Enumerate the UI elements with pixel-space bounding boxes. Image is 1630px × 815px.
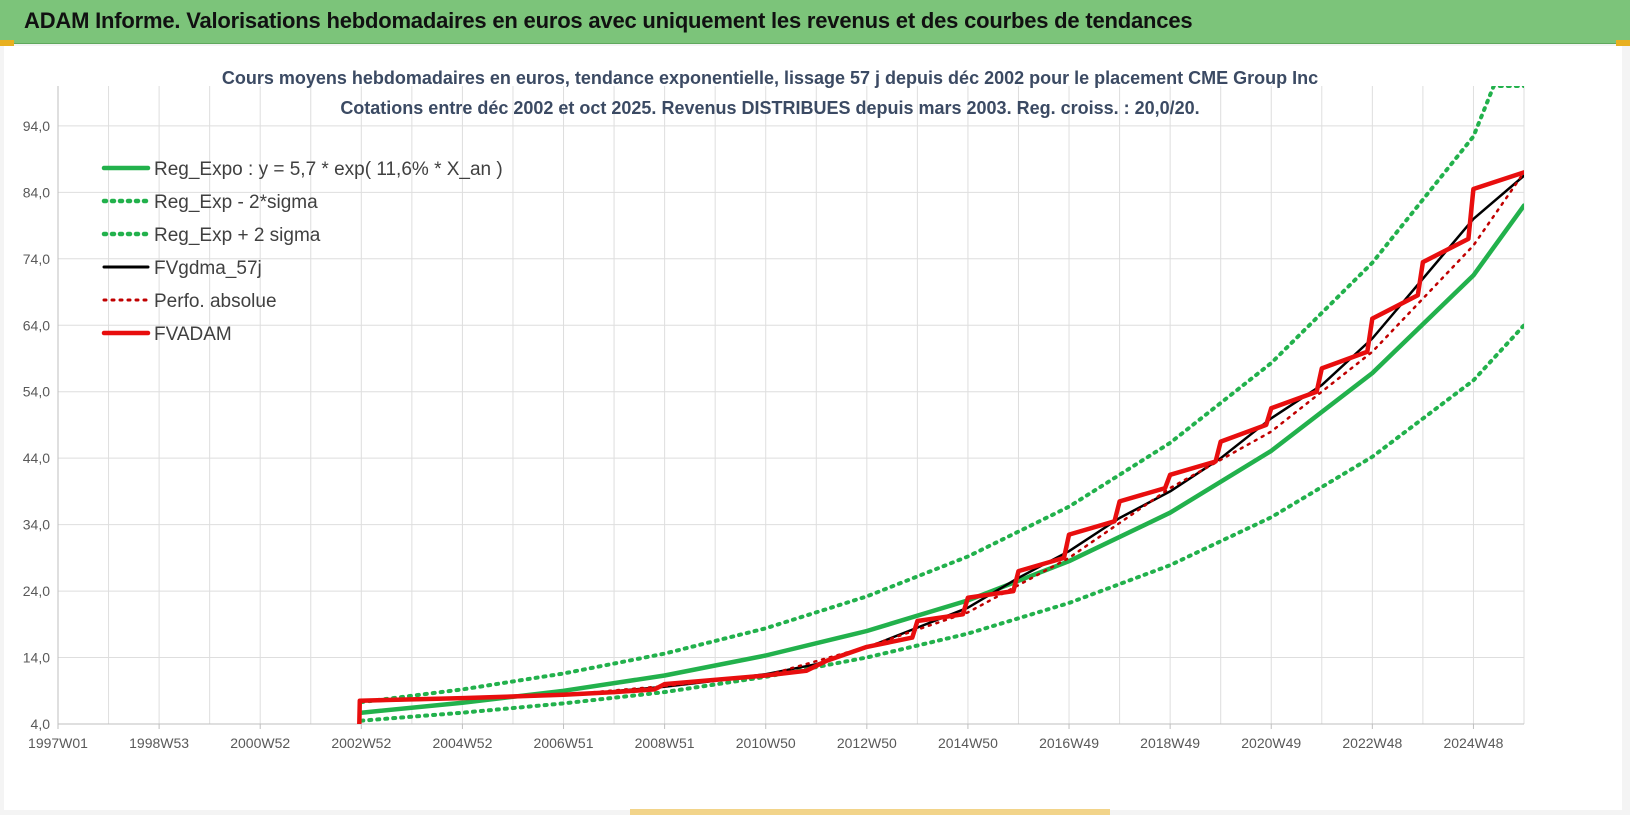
x-tick-label: 2010W50 bbox=[736, 735, 796, 751]
legend-label: Reg_Expo : y = 5,7 * exp( 11,6% * X_an ) bbox=[154, 159, 503, 180]
bottom-marker bbox=[630, 809, 1110, 815]
legend-label: Perfo. absolue bbox=[154, 291, 277, 312]
grid bbox=[57, 86, 1525, 725]
header-bar: ADAM Informe. Valorisations hebdomadaire… bbox=[0, 0, 1630, 44]
y-tick-label: 24,0 bbox=[23, 583, 50, 599]
legend-label: Reg_Exp + 2 sigma bbox=[154, 225, 321, 246]
series-line-0 bbox=[359, 203, 1524, 715]
x-tick-label: 2014W50 bbox=[938, 735, 998, 751]
y-tick-label: 14,0 bbox=[23, 650, 50, 666]
x-tick-label: 2006W51 bbox=[534, 735, 594, 751]
x-tick-label: 2016W49 bbox=[1039, 735, 1099, 751]
y-tick-label: 94,0 bbox=[23, 118, 50, 134]
y-tick-label: 84,0 bbox=[23, 184, 50, 200]
chart-title: Cours moyens hebdomadaires en euros, ten… bbox=[222, 68, 1318, 88]
legend: Reg_Expo : y = 5,7 * exp( 11,6% * X_an )… bbox=[101, 159, 503, 345]
chart-area: Cours moyens hebdomadaires en euros, ten… bbox=[4, 46, 1622, 810]
chart-svg: Cours moyens hebdomadaires en euros, ten… bbox=[23, 68, 1525, 751]
chart-subtitle: Cotations entre déc 2002 et oct 2025. Re… bbox=[340, 98, 1199, 118]
x-tick-label: 2022W48 bbox=[1342, 735, 1402, 751]
corner-mark-right bbox=[1616, 40, 1630, 46]
x-tick-label: 2020W49 bbox=[1241, 735, 1301, 751]
corner-mark-left bbox=[0, 40, 14, 46]
series-line-4 bbox=[360, 171, 1524, 702]
y-tick-label: 64,0 bbox=[23, 317, 50, 333]
x-tick-label: 2024W48 bbox=[1443, 735, 1503, 751]
legend-label: FVADAM bbox=[154, 324, 232, 345]
x-tick-label: 1997W01 bbox=[28, 735, 88, 751]
x-tick-label: 2018W49 bbox=[1140, 735, 1200, 751]
y-tick-label: 44,0 bbox=[23, 450, 50, 466]
x-tick-label: 1998W53 bbox=[129, 735, 189, 751]
x-tick-label: 2002W52 bbox=[331, 735, 391, 751]
y-tick-label: 74,0 bbox=[23, 251, 50, 267]
series-line-5 bbox=[357, 170, 1524, 724]
axes bbox=[57, 86, 1524, 729]
x-tick-label: 2004W52 bbox=[432, 735, 492, 751]
page-title: ADAM Informe. Valorisations hebdomadaire… bbox=[24, 8, 1193, 33]
y-tick-label: 4,0 bbox=[31, 716, 51, 732]
series-line-1 bbox=[359, 323, 1524, 723]
x-tick-label: 2012W50 bbox=[837, 735, 897, 751]
legend-label: Reg_Exp - 2*sigma bbox=[154, 192, 318, 213]
legend-label: FVgdma_57j bbox=[154, 258, 262, 279]
series-line-2 bbox=[359, 86, 1524, 705]
x-tick-label: 2008W51 bbox=[635, 735, 695, 751]
x-tick-label: 2000W52 bbox=[230, 735, 290, 751]
y-tick-label: 54,0 bbox=[23, 384, 50, 400]
y-tick-label: 34,0 bbox=[23, 517, 50, 533]
tick-labels: 4,0 14,0 24,0 34,0 44,0 54,0 64,0 74,0 84,0 94,0 1… bbox=[23, 118, 1504, 751]
series-group bbox=[357, 86, 1524, 724]
series-line-3 bbox=[360, 174, 1524, 703]
